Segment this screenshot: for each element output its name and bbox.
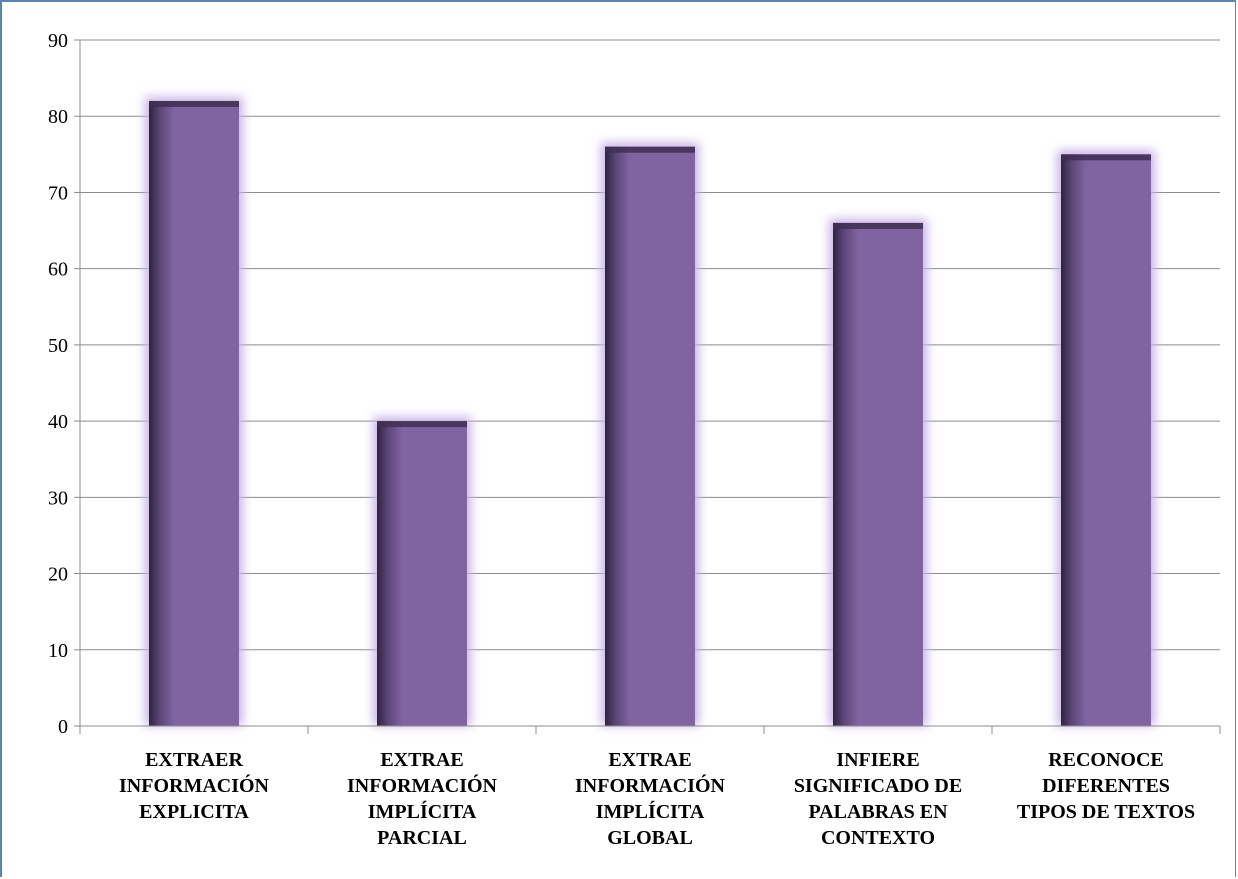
bar-top-shade bbox=[1061, 154, 1151, 161]
y-tick-label: 50 bbox=[48, 335, 68, 357]
y-tick-label: 30 bbox=[48, 487, 68, 509]
x-category-label: RECONOCE DIFERENTES TIPOS DE TEXTOS bbox=[1017, 749, 1195, 823]
bar-top-shade bbox=[605, 146, 695, 153]
y-tick-labels: 0 10 20 30 40 50 60 70 80 90 bbox=[48, 30, 68, 738]
bar bbox=[605, 146, 695, 726]
y-tick-label: 10 bbox=[48, 640, 68, 662]
bars bbox=[145, 96, 1155, 727]
bar bbox=[149, 100, 239, 726]
y-tick-label: 60 bbox=[48, 259, 68, 281]
x-category-label: EXTRAE INFORMACIÓN IMPLÍCITA GLOBAL bbox=[575, 749, 726, 849]
x-category-label: EXTRAE INFORMACIÓN IMPLÍCITA PARCIAL bbox=[347, 749, 498, 849]
bar-top-shade bbox=[377, 421, 467, 428]
y-tick-label: 20 bbox=[48, 564, 68, 586]
axes bbox=[74, 39, 1221, 734]
bar bbox=[377, 421, 467, 726]
x-category-labels: EXTRAER INFORMACIÓN EXPLICITA EXTRAE INFORMA… bbox=[119, 749, 1195, 849]
y-tick-label: 40 bbox=[48, 411, 68, 433]
bar bbox=[833, 222, 923, 726]
y-tick-label: 90 bbox=[48, 30, 68, 52]
bar bbox=[1061, 154, 1151, 727]
bar-top-shade bbox=[149, 100, 239, 107]
y-tick-label: 0 bbox=[58, 716, 68, 738]
y-tick-label: 70 bbox=[48, 182, 68, 204]
x-category-label: EXTRAER INFORMACIÓN EXPLICITA bbox=[119, 749, 270, 823]
y-tick-label: 80 bbox=[48, 106, 68, 128]
x-category-label: INFIERE SIGNIFICADO DE PALABRAS EN CONTEXTO bbox=[794, 749, 962, 849]
bar-top-shade bbox=[833, 222, 923, 229]
